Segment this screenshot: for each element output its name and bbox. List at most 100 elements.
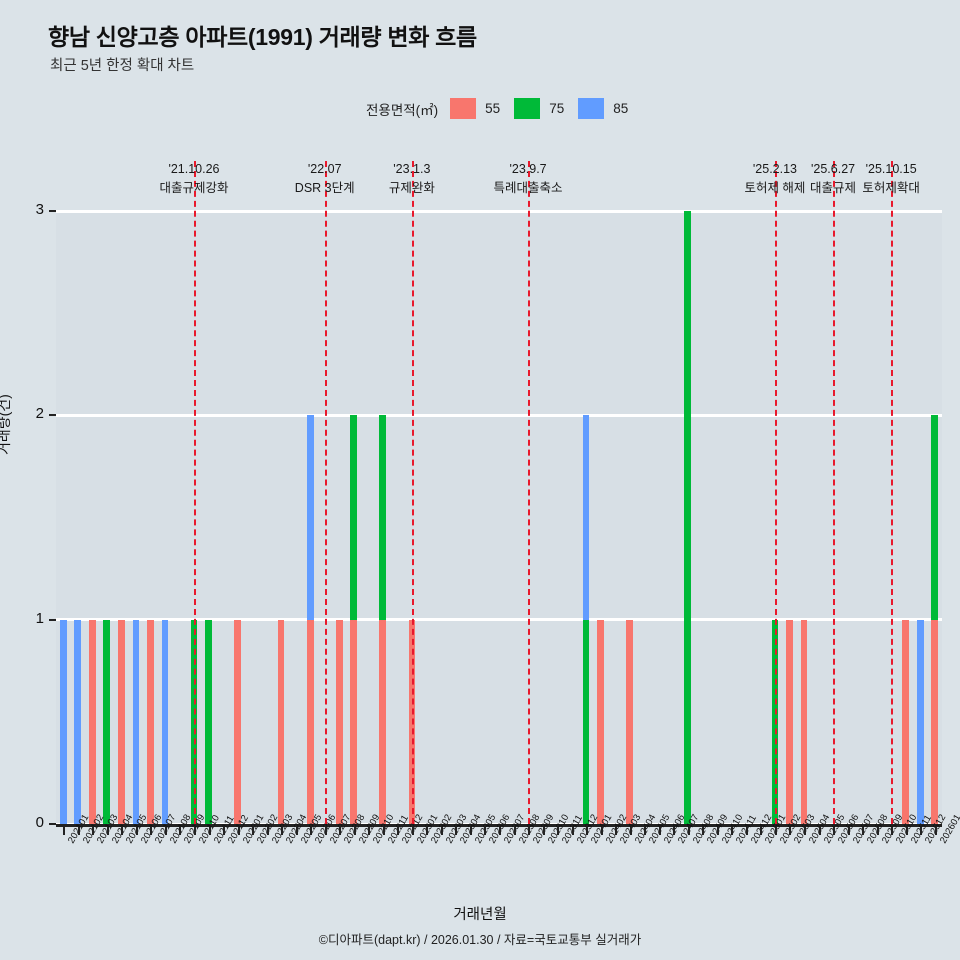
annotation-date: '23.1.3 xyxy=(393,162,431,176)
annotation-date: '25.2.13 xyxy=(752,162,797,176)
gridline xyxy=(56,413,942,417)
bar-202108-85[interactable] xyxy=(161,619,169,824)
x-axis-tick-mark xyxy=(164,827,167,835)
annotation-text: 대출규제강화 xyxy=(159,181,229,196)
page-title: 향남 신양고층 아파트(1991) 거래량 변화 흐름 xyxy=(48,24,477,50)
bar-202211-55[interactable] xyxy=(379,619,387,824)
bar-202401-75[interactable] xyxy=(582,619,590,824)
bar-202402-55[interactable] xyxy=(597,619,604,824)
x-axis-tick-mark xyxy=(673,827,676,835)
y-axis-tick-label: 1 xyxy=(35,609,44,627)
bar-202209-75[interactable] xyxy=(350,415,358,620)
y-axis-tick-label: 3 xyxy=(35,201,44,218)
annotation-label-202207: '22.07 DSR 3단계 xyxy=(295,160,355,199)
annotation-text: DSR 3단계 xyxy=(294,181,355,196)
annotation-label-202301: '23.1.3 규제완화 xyxy=(389,160,435,199)
bar-202208-55[interactable] xyxy=(335,619,343,824)
x-axis-tick-mark xyxy=(629,827,632,835)
page-subtitle: 최근 5년 한정 확대 차트 xyxy=(50,58,195,74)
x-axis-tick-mark xyxy=(847,827,850,835)
x-axis-tick-mark xyxy=(237,827,240,835)
annotation-label-202510: '25.10.15 토허제확대 xyxy=(862,160,920,199)
x-axis-tick-mark xyxy=(339,827,342,835)
bar-202301-55[interactable] xyxy=(408,619,416,824)
legend-title: 전용면적(㎡) xyxy=(366,102,439,118)
y-axis-tick-mark xyxy=(49,618,56,621)
footer-credit: ©디아파트(dapt.kr) / 2026.01.30 / 자료=국토교통부 실… xyxy=(318,933,642,947)
x-axis-tick-mark xyxy=(600,827,603,835)
bar-202204-55[interactable] xyxy=(277,619,285,824)
bar-202105-55[interactable] xyxy=(118,619,125,824)
bar-202102-85[interactable] xyxy=(74,619,82,824)
x-axis-tick-mark xyxy=(92,827,95,835)
bar-202511-55[interactable] xyxy=(902,619,910,824)
bar-202206-85[interactable] xyxy=(306,415,314,620)
x-axis-tick-mark xyxy=(411,827,414,835)
bar-202201-55[interactable] xyxy=(234,619,241,824)
bar-202106-85[interactable] xyxy=(132,619,140,824)
gridline xyxy=(56,618,942,622)
annotation-date: '25.6.27 xyxy=(811,162,856,176)
plot-area xyxy=(56,161,942,826)
x-axis-tick-mark xyxy=(324,827,327,835)
x-axis-tick-mark xyxy=(716,827,719,835)
x-axis-tick-mark xyxy=(368,827,371,835)
legend-item[interactable]: 55 xyxy=(450,98,500,119)
legend-item[interactable]: 75 xyxy=(514,98,564,119)
bar-202211-75[interactable] xyxy=(379,415,387,620)
x-axis-tick-mark xyxy=(557,827,560,835)
bar-202503-55[interactable] xyxy=(786,619,793,824)
bar-202206-55[interactable] xyxy=(306,619,314,824)
legend-item[interactable]: 85 xyxy=(578,98,628,119)
annotation-text: 대출규제 xyxy=(810,181,857,196)
bar-202104-75[interactable] xyxy=(103,619,111,824)
bar-202103-55[interactable] xyxy=(88,619,96,824)
x-axis-tick-mark xyxy=(818,827,821,835)
annotation-date: '23.9.7 xyxy=(509,162,547,176)
y-axis-tick-label: 2 xyxy=(35,405,44,423)
x-axis-tick-mark xyxy=(702,827,705,835)
legend-swatch-icon xyxy=(450,98,477,119)
bar-202504-55[interactable] xyxy=(800,619,808,824)
annotation-text: 규제완화 xyxy=(388,181,435,196)
bar-202101-85[interactable] xyxy=(59,619,67,824)
x-axis-tick-mark xyxy=(426,827,429,835)
bar-202512-85[interactable] xyxy=(916,619,924,824)
bar-202601-75[interactable] xyxy=(931,415,939,620)
x-axis-tick-mark xyxy=(295,827,298,835)
legend-swatch-icon xyxy=(578,98,605,119)
x-axis-tick-mark xyxy=(135,827,138,835)
bar-202107-55[interactable] xyxy=(147,619,154,824)
bar-202601-55[interactable] xyxy=(931,619,939,824)
x-axis-tick-mark xyxy=(658,827,661,835)
x-axis-tick-mark xyxy=(571,827,574,835)
bar-202401-85[interactable] xyxy=(582,415,590,620)
bar-202408-75[interactable] xyxy=(684,211,692,824)
annotation-label-202110: '21.10.26 대출규제강화 xyxy=(159,160,228,199)
x-axis-tick-mark xyxy=(774,827,777,835)
bar-202404-55[interactable] xyxy=(626,619,634,824)
bar-202111-75[interactable] xyxy=(205,619,212,824)
x-axis-tick-mark xyxy=(252,827,255,835)
x-axis-tick-mark xyxy=(63,827,66,835)
y-axis-tick-mark xyxy=(49,210,56,212)
x-axis-tick-mark xyxy=(760,827,763,835)
bar-202209-55[interactable] xyxy=(350,619,358,824)
y-axis-tick-mark xyxy=(49,414,56,417)
annotation-date: '22.07 xyxy=(307,162,342,176)
x-axis-tick-mark xyxy=(862,827,865,835)
annotation-text: 토허제 해제 xyxy=(744,181,806,196)
annotation-line-202502 xyxy=(774,161,777,824)
legend-swatch-icon xyxy=(514,98,541,119)
x-axis-tick-mark xyxy=(106,827,109,835)
x-axis-tick-mark xyxy=(905,827,908,835)
x-axis-tick-mark xyxy=(513,827,516,835)
annotation-line-202207 xyxy=(324,161,327,824)
y-axis: 0 1 2 3 xyxy=(0,201,56,831)
x-axis-tick-mark xyxy=(77,827,80,835)
x-axis-tick-mark xyxy=(789,827,792,835)
x-axis-tick-mark xyxy=(542,827,545,835)
annotation-line-202309 xyxy=(528,161,531,824)
legend: 전용면적(㎡) 55 75 85 xyxy=(366,98,642,119)
x-axis-tick-mark xyxy=(804,827,807,835)
